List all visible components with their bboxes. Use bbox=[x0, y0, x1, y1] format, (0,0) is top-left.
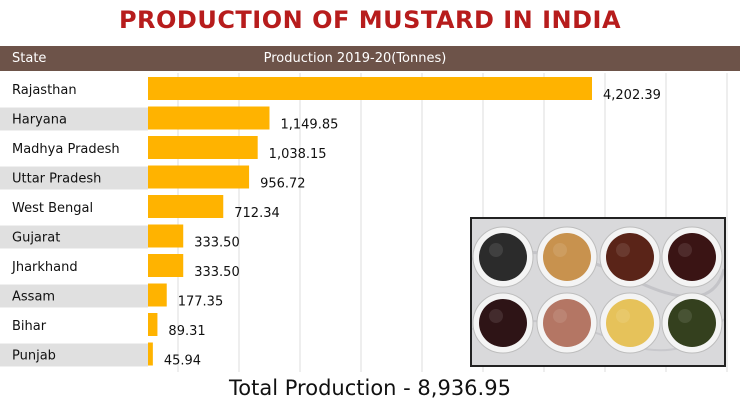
seed-pile bbox=[479, 233, 527, 281]
category-label: Rajasthan bbox=[12, 83, 77, 98]
data-label: 956.72 bbox=[260, 177, 306, 192]
seed-highlight bbox=[489, 243, 503, 257]
seed-pile bbox=[543, 233, 591, 281]
header-state-label: State bbox=[12, 51, 47, 66]
seed-pile bbox=[668, 233, 716, 281]
seed-highlight bbox=[616, 309, 630, 323]
bar bbox=[148, 136, 258, 159]
seed-pile bbox=[668, 299, 716, 347]
row-stripe bbox=[0, 284, 148, 308]
bar bbox=[148, 254, 184, 277]
category-label: Assam bbox=[12, 290, 55, 305]
seed-pile bbox=[606, 233, 654, 281]
seed-highlight bbox=[616, 243, 630, 257]
row-stripe bbox=[0, 166, 148, 190]
data-label: 1,149.85 bbox=[280, 118, 338, 133]
category-label: Gujarat bbox=[12, 231, 60, 246]
data-label: 4,202.39 bbox=[603, 88, 661, 103]
bar bbox=[148, 283, 167, 307]
mustard-seeds-image bbox=[472, 219, 724, 365]
seed-pile bbox=[479, 299, 527, 347]
category-label: Bihar bbox=[12, 319, 47, 334]
category-label: Jharkhand bbox=[11, 260, 78, 275]
bar bbox=[148, 77, 592, 100]
row-stripe bbox=[0, 225, 148, 249]
data-label: 333.50 bbox=[194, 265, 240, 280]
chart-title: PRODUCTION OF MUSTARD IN INDIA bbox=[118, 6, 622, 34]
header-band bbox=[0, 46, 740, 71]
data-label: 177.35 bbox=[178, 295, 224, 310]
row-stripe bbox=[0, 343, 148, 367]
data-label: 1,038.15 bbox=[269, 147, 327, 162]
total-production: Total Production - 8,936.95 bbox=[229, 376, 511, 400]
seed-highlight bbox=[678, 243, 692, 257]
seed-pile bbox=[543, 299, 591, 347]
mustard-seeds-photo bbox=[470, 217, 726, 367]
category-label: Haryana bbox=[12, 113, 67, 128]
bar bbox=[148, 313, 158, 336]
seed-highlight bbox=[553, 243, 567, 257]
bar bbox=[148, 224, 184, 248]
category-label: Uttar Pradesh bbox=[12, 172, 101, 187]
bar bbox=[148, 106, 270, 130]
data-label: 333.50 bbox=[194, 236, 240, 251]
data-label: 89.31 bbox=[168, 324, 205, 339]
data-label: 712.34 bbox=[234, 206, 280, 221]
seed-pile bbox=[606, 299, 654, 347]
seed-highlight bbox=[678, 309, 692, 323]
category-label: Punjab bbox=[12, 349, 56, 364]
seed-highlight bbox=[489, 309, 503, 323]
seed-highlight bbox=[553, 309, 567, 323]
category-label: West Bengal bbox=[12, 201, 93, 216]
bar bbox=[148, 195, 224, 218]
header-production-label: Production 2019-20(Tonnes) bbox=[263, 51, 447, 66]
bar bbox=[148, 342, 153, 366]
category-label: Madhya Pradesh bbox=[12, 142, 120, 157]
bar bbox=[148, 165, 250, 189]
data-label: 45.94 bbox=[164, 354, 201, 369]
row-stripe bbox=[0, 107, 148, 131]
